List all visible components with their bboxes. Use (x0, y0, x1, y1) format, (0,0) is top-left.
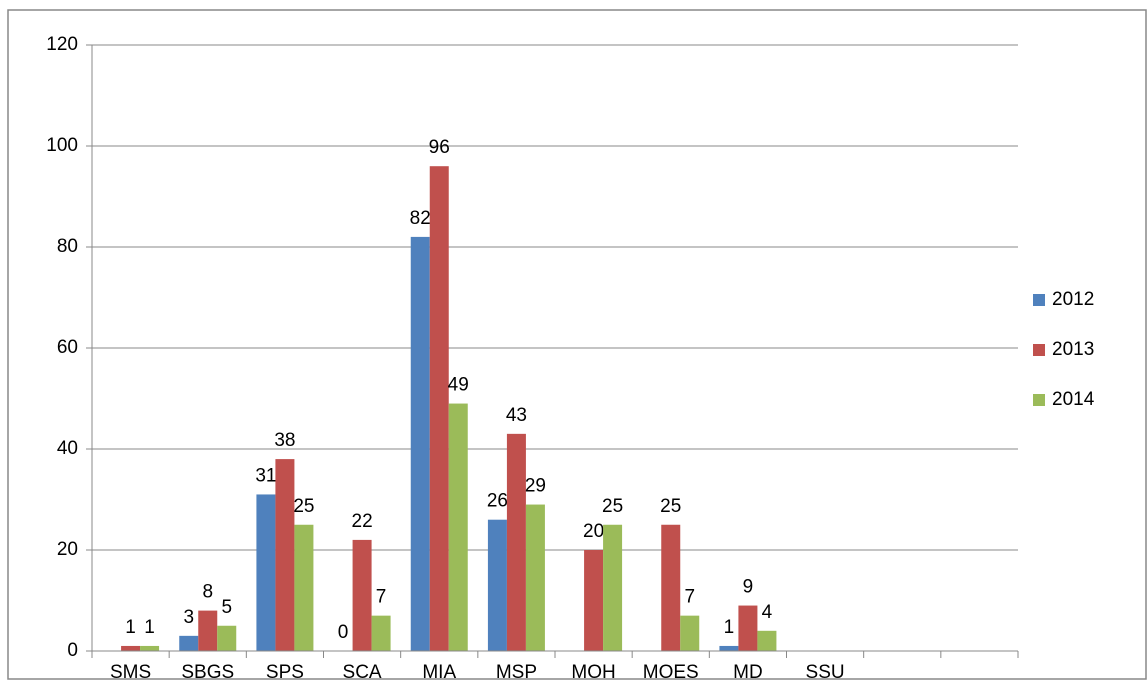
value-label: 25 (293, 496, 314, 517)
bar (719, 645, 739, 651)
bar (121, 645, 141, 651)
chart-frame (7, 9, 1147, 680)
y-tick-label: 80 (57, 236, 78, 257)
x-tick-label: SSU (806, 662, 845, 680)
bar (371, 615, 391, 651)
bar (738, 605, 758, 651)
bar (603, 524, 623, 651)
value-label: 29 (525, 476, 546, 497)
x-tick-label: MD (733, 662, 763, 680)
value-label: 9 (743, 577, 754, 598)
bar (448, 403, 468, 651)
bar (294, 524, 314, 651)
bar (680, 615, 700, 651)
bar (487, 519, 507, 651)
legend-label: 2013 (1052, 339, 1094, 360)
bar (217, 625, 237, 651)
value-label: 0 (338, 622, 349, 643)
value-label: 7 (376, 587, 387, 608)
value-label: 5 (221, 597, 232, 618)
bar (140, 645, 160, 651)
x-tick-label: MIA (422, 662, 456, 680)
value-label: 49 (448, 375, 469, 396)
value-label: 7 (684, 587, 695, 608)
x-tick-label: SPS (266, 662, 304, 680)
bar (256, 494, 276, 651)
value-label: 4 (762, 602, 773, 623)
value-label: 43 (506, 405, 527, 426)
y-tick-label: 60 (57, 337, 78, 358)
legend-label: 2012 (1052, 289, 1094, 310)
value-label: 25 (602, 496, 623, 517)
bar (429, 166, 449, 651)
bar (661, 524, 681, 651)
value-label: 20 (583, 521, 604, 542)
x-tick-label: MSP (496, 662, 537, 680)
legend-label: 2014 (1052, 389, 1095, 410)
value-label: 1 (144, 617, 155, 638)
x-tick-label: MOH (571, 662, 615, 680)
x-tick-label: SCA (343, 662, 382, 680)
x-tick-label: SBGS (181, 662, 234, 680)
y-tick-label: 100 (46, 135, 78, 156)
bar (352, 539, 372, 651)
y-tick-label: 120 (46, 34, 78, 55)
value-label: 1 (125, 617, 136, 638)
value-label: 31 (255, 465, 276, 486)
y-tick-label: 0 (67, 640, 78, 661)
bar (198, 610, 218, 651)
y-tick-label: 40 (57, 438, 78, 459)
legend-swatch (1033, 294, 1045, 306)
bar (525, 504, 545, 651)
value-label: 22 (352, 511, 373, 532)
value-label: 82 (410, 208, 431, 229)
value-label: 26 (487, 491, 508, 512)
value-label: 25 (660, 496, 681, 517)
y-tick-label: 20 (57, 539, 78, 560)
value-label: 96 (429, 137, 450, 158)
value-label: 8 (202, 582, 213, 603)
value-label: 3 (183, 607, 194, 628)
bar (179, 635, 199, 651)
bar (410, 236, 430, 651)
bar (275, 459, 295, 651)
x-tick-label: SMS (110, 662, 151, 680)
bar (506, 433, 526, 651)
legend-swatch (1033, 394, 1045, 406)
bar (757, 630, 777, 651)
bar (584, 550, 604, 651)
x-tick-label: MOES (643, 662, 699, 680)
legend-swatch (1033, 344, 1045, 356)
value-label: 38 (274, 430, 295, 451)
value-label: 1 (724, 617, 735, 638)
